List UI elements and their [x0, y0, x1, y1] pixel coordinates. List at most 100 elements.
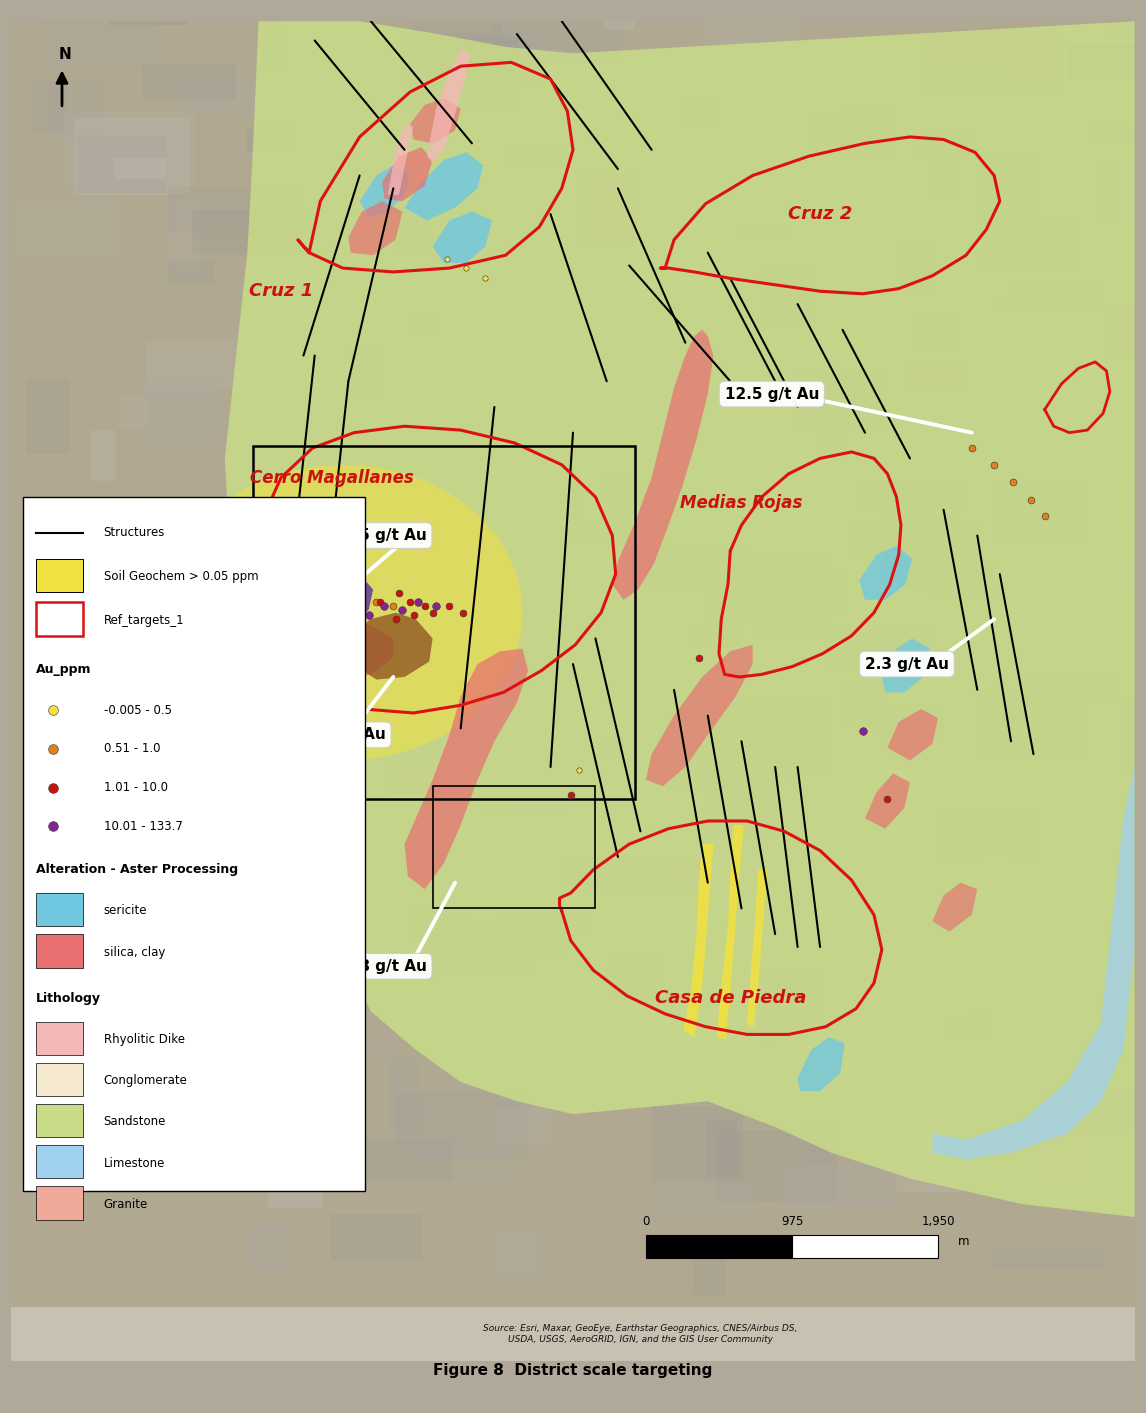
Bar [598, 738, 623, 757]
Bar [1022, 458, 1083, 493]
Bar [591, 862, 704, 892]
Text: 2.8 g/t Au: 2.8 g/t Au [343, 959, 426, 974]
Text: Sandstone: Sandstone [103, 1115, 166, 1129]
Bar [706, 1119, 738, 1177]
Bar [794, 97, 896, 122]
Bar [115, 158, 166, 179]
Bar [834, 1000, 861, 1030]
Bar [85, 838, 168, 901]
Bar [432, 786, 596, 909]
Polygon shape [405, 649, 528, 889]
Bar [874, 709, 944, 770]
Polygon shape [163, 465, 523, 760]
Bar [928, 971, 975, 1019]
Bar [980, 218, 1076, 266]
Polygon shape [860, 545, 912, 599]
Text: Source: Esri, Maxar, GeoEye, Earthstar Geographics, CNES/Airbus DS,
USDA, USGS, : Source: Esri, Maxar, GeoEye, Earthstar G… [484, 1324, 798, 1344]
Text: silica, clay: silica, clay [103, 945, 165, 958]
Bar [700, 1064, 834, 1092]
Bar [997, 297, 1098, 355]
Bar [723, 161, 835, 187]
Text: 975: 975 [780, 1215, 803, 1228]
Bar [652, 1105, 744, 1183]
Bar [604, 0, 635, 30]
Bar [887, 781, 916, 856]
Polygon shape [887, 709, 937, 760]
Bar [830, 629, 929, 670]
Polygon shape [683, 844, 713, 1037]
Text: Alteration - Aster Processing: Alteration - Aster Processing [37, 863, 238, 876]
Bar [288, 1070, 331, 1101]
Bar [779, 1164, 897, 1210]
Bar [431, 920, 526, 959]
Bar [706, 771, 780, 832]
Text: Medias Rojas: Medias Rojas [681, 495, 802, 513]
Bar [994, 562, 1122, 627]
Bar [146, 839, 274, 873]
Bar [193, 209, 308, 256]
Text: 113.7 g/t Au: 113.7 g/t Au [281, 728, 386, 742]
Bar [411, 10, 502, 38]
Bar [991, 311, 1105, 366]
Bar [434, 242, 567, 264]
Bar [816, 432, 841, 459]
Bar [481, 798, 563, 814]
Bar [716, 1130, 838, 1202]
Bar [980, 155, 1038, 220]
Bar [759, 565, 822, 634]
Bar [1117, 157, 1146, 229]
Bar [700, 701, 827, 769]
FancyBboxPatch shape [23, 497, 366, 1191]
Bar [631, 547, 752, 586]
Bar [488, 288, 615, 360]
Bar [920, 194, 1041, 266]
Bar [139, 382, 220, 444]
Bar [675, 760, 704, 794]
Bar [292, 602, 339, 678]
Text: Soil Geochem > 0.05 ppm: Soil Geochem > 0.05 ppm [103, 571, 258, 584]
Bar [873, 738, 949, 790]
Bar [692, 1239, 727, 1296]
Bar [206, 697, 273, 749]
Bar [37, 1022, 84, 1056]
Bar [143, 64, 236, 99]
Text: Figure 8  District scale targeting: Figure 8 District scale targeting [433, 1364, 713, 1378]
Bar [646, 1235, 792, 1258]
Bar [723, 551, 755, 617]
Bar [975, 694, 1082, 756]
Text: Cerro Magallanes: Cerro Magallanes [250, 469, 414, 486]
Bar [40, 11, 156, 69]
Polygon shape [360, 165, 410, 216]
Bar [170, 199, 201, 276]
Bar [565, 856, 658, 885]
Bar [448, 923, 564, 958]
Polygon shape [405, 153, 484, 220]
Bar [432, 34, 536, 85]
Text: Conglomerate: Conglomerate [103, 1074, 188, 1087]
Bar [791, 574, 841, 609]
Bar [628, 390, 723, 417]
Bar [708, 558, 831, 622]
Bar [350, 346, 379, 397]
Bar [1121, 701, 1146, 757]
Polygon shape [716, 825, 744, 1040]
Bar [504, 790, 579, 822]
Bar [929, 565, 1011, 593]
Bar [411, 312, 435, 332]
Bar [626, 1006, 756, 1070]
Bar [102, 557, 170, 633]
Text: Cruz 2: Cruz 2 [788, 205, 853, 223]
Text: 1.01 - 10.0: 1.01 - 10.0 [103, 781, 167, 794]
Bar [108, 0, 186, 25]
Bar [406, 507, 472, 548]
Bar [895, 1123, 964, 1193]
Bar [447, 432, 521, 480]
Bar [63, 876, 191, 945]
Text: 12.5 g/t Au: 12.5 g/t Au [724, 387, 819, 401]
Bar [395, 184, 431, 252]
Bar [104, 493, 155, 531]
Bar [57, 533, 156, 547]
Bar [323, 1030, 398, 1065]
Bar [403, 37, 519, 112]
Bar [496, 911, 588, 933]
